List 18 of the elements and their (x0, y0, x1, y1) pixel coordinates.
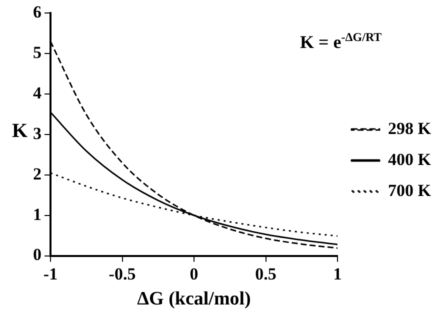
y-tick-label: 0 (33, 245, 42, 264)
x-tick-label: -1 (43, 264, 58, 284)
annotation: K = e$^{-ΔG/RT}$ (300, 30, 382, 53)
x-tick-label: 0.5 (255, 264, 276, 284)
y-tick-label: 5 (33, 43, 42, 62)
y-tick-label: 1 (33, 204, 42, 224)
legend-label: 400 K (388, 150, 432, 169)
y-axis-title: K (12, 120, 28, 143)
legend-label: 700 K (388, 180, 432, 200)
y-tick-label: 4 (33, 83, 42, 102)
y-tick-label: 2 (33, 164, 42, 184)
x-axis-title: ΔG (kcal/mol) (137, 288, 251, 310)
x-tick-label: 0 (190, 264, 198, 284)
y-tick-label: 3 (33, 124, 42, 143)
x-tick-label: -0.5 (108, 264, 136, 284)
y-tick-label: 6 (33, 2, 42, 22)
legend-label: 298 K (388, 118, 432, 138)
x-tick-label: 1 (333, 264, 342, 284)
